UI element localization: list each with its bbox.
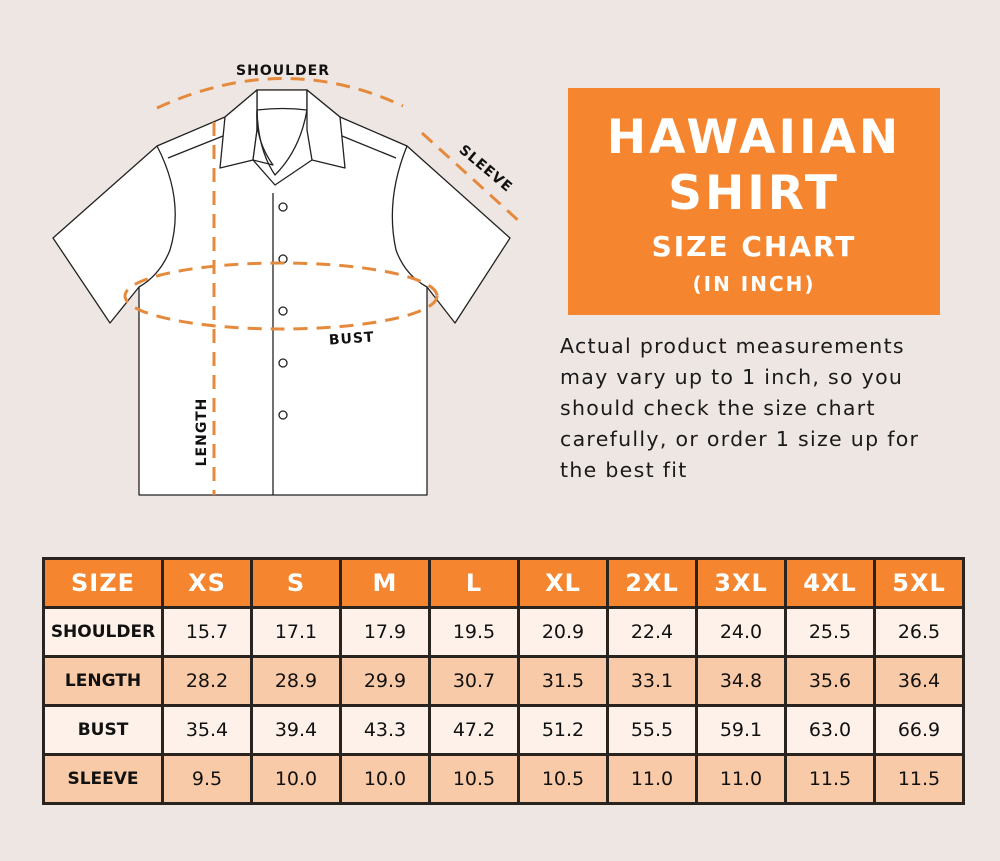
table-row: LENGTH 28.2 28.9 29.9 30.7 31.5 33.1 34.8 35.6 36… [42,655,965,707]
shirt-diagram: SHOULDER SLEEVE BUST LENGTH [52,63,522,496]
table-cell: 35.6 [784,655,876,707]
table-cell: 17.1 [250,606,342,658]
table-cell: 26.5 [873,606,965,658]
table-cell: 22.4 [606,606,698,658]
left-collar [219,89,258,169]
header-cell: 2XL [606,557,698,609]
button [278,410,288,420]
right-armhole [391,145,428,288]
title-line-2: SHIRT [668,166,840,221]
row-label: LENGTH [42,655,164,707]
length-label: LENGTH [194,398,210,467]
table-cell: 28.2 [161,655,253,707]
table-cell: 11.0 [606,753,698,805]
button [278,306,288,316]
table-cell: 19.5 [428,606,520,658]
shoulder-measure-line [156,77,404,110]
table-cell: 55.5 [606,704,698,756]
table-cell: 63.0 [784,704,876,756]
button [278,358,288,368]
size-table: SIZE XS S M L XL 2XL 3XL 4XL 5XL SHOULDE… [42,557,965,805]
table-cell: 10.5 [517,753,609,805]
table-cell: 17.9 [339,606,431,658]
header-cell: L [428,557,520,609]
table-cell: 30.7 [428,655,520,707]
table-cell: 11.5 [784,753,876,805]
table-cell: 33.1 [606,655,698,707]
table-cell: 10.0 [339,753,431,805]
header-cell: M [339,557,431,609]
table-cell: 35.4 [161,704,253,756]
button [278,202,288,212]
table-cell: 10.5 [428,753,520,805]
title-banner: HAWAIIAN SHIRT SIZE CHART (IN INCH) [568,88,940,315]
left-armhole [138,145,176,288]
table-cell: 29.9 [339,655,431,707]
row-label: BUST [42,704,164,756]
lapel-v [252,109,313,186]
header-cell: S [250,557,342,609]
header-cell: XL [517,557,609,609]
table-cell: 11.5 [873,753,965,805]
table-cell: 51.2 [517,704,609,756]
table-row: BUST 35.4 39.4 43.3 47.2 51.2 55.5 59.1 63.0 66.9 [42,704,965,756]
row-label: SHOULDER [42,606,164,658]
unit-label: (IN INCH) [692,272,816,296]
collar-back [256,89,308,111]
shoulder-label: SHOULDER [236,63,330,79]
measurement-note: Actual product measurements may vary up … [560,334,920,482]
table-row: SLEEVE 9.5 10.0 10.0 10.5 10.5 11.0 11.0 11.5 11.… [42,753,965,805]
bust-measure-line [123,261,439,331]
header-cell: 4XL [784,557,876,609]
right-yoke [341,135,397,159]
table-cell: 36.4 [873,655,965,707]
left-yoke [167,135,224,159]
table-cell: 9.5 [161,753,253,805]
table-cell: 43.3 [339,704,431,756]
table-cell: 11.0 [695,753,787,805]
subtitle: SIZE CHART [651,230,857,263]
row-label: SLEEVE [42,753,164,805]
header-cell: 5XL [873,557,965,609]
table-row: SHOULDER 15.7 17.1 17.9 19.5 20.9 22.4 24.0 25.5… [42,606,965,658]
table-cell: 25.5 [784,606,876,658]
table-cell: 34.8 [695,655,787,707]
table-cell: 10.0 [250,753,342,805]
table-cell: 31.5 [517,655,609,707]
header-cell: XS [161,557,253,609]
bust-label: BUST [328,329,375,348]
table-cell: 59.1 [695,704,787,756]
table-cell: 15.7 [161,606,253,658]
header-cell: 3XL [695,557,787,609]
table-cell: 39.4 [250,704,342,756]
table-cell: 20.9 [517,606,609,658]
table-cell: 47.2 [428,704,520,756]
right-collar [306,89,346,169]
table-header-row: SIZE XS S M L XL 2XL 3XL 4XL 5XL [42,557,965,609]
header-cell: SIZE [42,557,164,609]
table-cell: 24.0 [695,606,787,658]
table-cell: 66.9 [873,704,965,756]
sleeve-label: SLEEVE [456,142,516,196]
table-cell: 28.9 [250,655,342,707]
title-line-1: HAWAIIAN [606,110,902,165]
